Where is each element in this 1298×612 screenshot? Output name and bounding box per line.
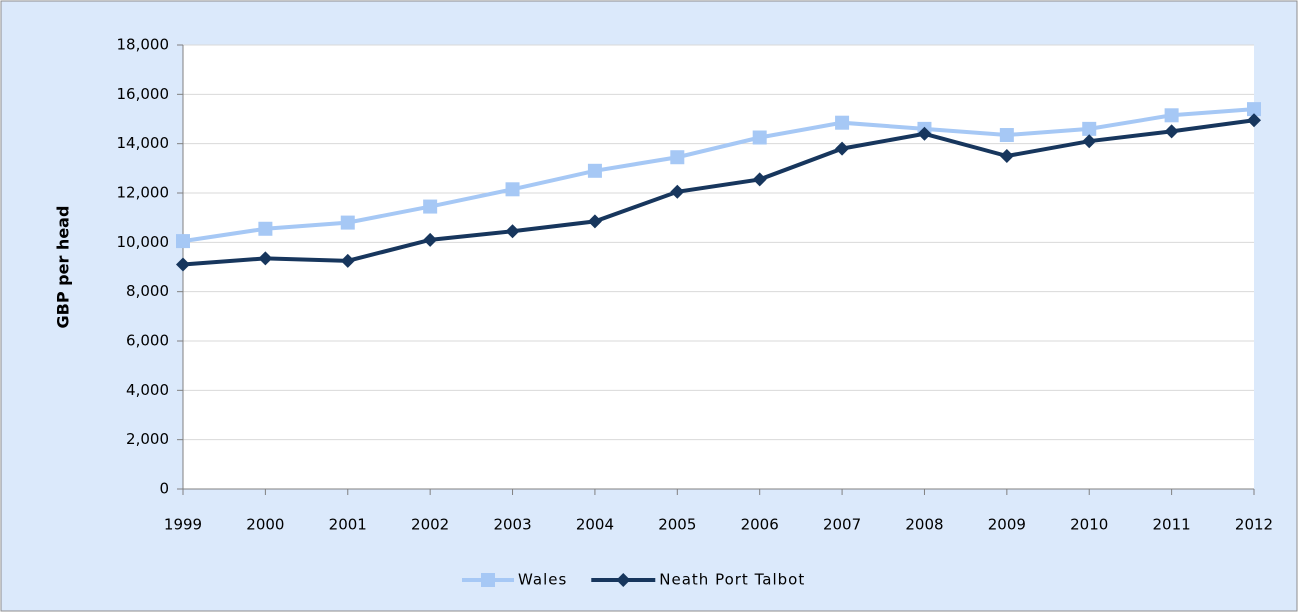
y-tick-label: 4,000	[126, 381, 169, 399]
y-tick-label: 0	[159, 480, 169, 498]
data-point	[1082, 134, 1097, 149]
x-tick-label: 2000	[246, 516, 284, 534]
series-line	[182, 118, 1255, 267]
data-point	[670, 150, 685, 165]
data-point	[752, 130, 767, 145]
data-point	[999, 128, 1014, 143]
data-point	[1082, 121, 1097, 136]
x-tick-label: 2005	[658, 516, 696, 534]
data-point	[752, 172, 767, 187]
data-point	[423, 199, 438, 214]
data-point	[258, 251, 273, 266]
data-point	[1247, 102, 1261, 117]
x-tick-label: 2010	[1070, 516, 1108, 534]
x-tick-label: 2002	[411, 516, 449, 534]
data-point	[505, 182, 520, 197]
data-point	[1164, 108, 1179, 123]
data-point	[340, 215, 355, 230]
legend-marker	[481, 573, 495, 587]
x-tick-label: 2001	[329, 516, 367, 534]
data-point	[999, 149, 1014, 163]
x-tick-label: 2008	[905, 516, 943, 534]
y-tick-label: 12,000	[117, 184, 170, 202]
y-tick-label: 10,000	[117, 233, 170, 251]
y-tick-label: 14,000	[117, 134, 170, 152]
y-tick-label: 16,000	[117, 85, 170, 103]
series-line	[182, 107, 1255, 244]
plot-area	[183, 45, 1254, 489]
legend-label: Neath Port Talbot	[659, 571, 805, 589]
data-point	[835, 141, 850, 156]
data-point	[505, 224, 520, 239]
x-tick-label: 2006	[741, 516, 779, 534]
x-tick-label: 2011	[1153, 516, 1191, 534]
y-tick-label: 6,000	[126, 332, 169, 350]
y-axis-label: GBP per head	[54, 206, 73, 329]
data-point	[176, 234, 190, 249]
data-point	[917, 126, 932, 141]
x-tick-label: 2012	[1235, 516, 1273, 534]
data-point	[670, 184, 685, 199]
data-point	[340, 253, 355, 268]
y-tick-label: 8,000	[126, 282, 169, 300]
data-point	[1247, 113, 1261, 128]
legend-label: Wales	[518, 571, 567, 589]
y-tick-label: 2,000	[126, 430, 169, 448]
y-tick-label: 18,000	[117, 36, 170, 54]
x-tick-label: 2007	[823, 516, 861, 534]
data-point	[1164, 124, 1179, 139]
data-point	[176, 257, 190, 272]
legend-marker	[616, 573, 631, 587]
x-tick-label: 2004	[576, 516, 614, 534]
data-point	[587, 214, 602, 229]
x-tick-label: 1999	[164, 516, 202, 534]
data-point	[835, 115, 850, 130]
x-tick-label: 2003	[493, 516, 531, 534]
data-point	[587, 163, 602, 178]
data-point	[258, 221, 273, 236]
data-point	[423, 232, 438, 247]
x-tick-label: 2009	[988, 516, 1026, 534]
